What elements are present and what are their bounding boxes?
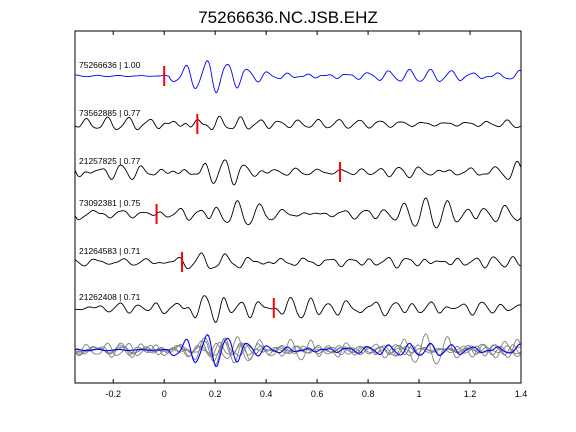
stack-reference-line: [74, 334, 521, 368]
trace-line: [74, 159, 521, 186]
x-tick-label: 1.4: [515, 389, 528, 399]
trace-label: 21262408 | 0.71: [79, 292, 141, 302]
stacked-traces: [74, 333, 521, 368]
x-tick-label: 0.6: [311, 389, 324, 399]
plot-frame: [74, 30, 522, 384]
trace-line: [74, 60, 521, 93]
x-tick-label: 0.2: [209, 389, 222, 399]
trace-label: 73562885 | 0.77: [79, 108, 141, 118]
trace-line: [74, 295, 521, 324]
trace-line: [74, 252, 521, 270]
trace-line: [74, 197, 521, 229]
trace-group: 75266636 | 1.00 73562885 | 0.77 21257825 |…: [74, 60, 521, 324]
chart-title: 75266636.NC.JSB.EHZ: [198, 8, 378, 27]
x-tick-label: 0: [162, 389, 167, 399]
x-tick-label: -0.2: [105, 389, 121, 399]
trace-label: 21257825 | 0.77: [79, 156, 141, 166]
x-tick-label: 1: [417, 389, 422, 399]
x-tick-label: 1.2: [464, 389, 477, 399]
trace-label: 75266636 | 1.00: [79, 60, 141, 70]
x-tick-label: 0.4: [260, 389, 273, 399]
x-axis: -0.2 0 0.2 0.4 0.6 0.8 1 1.2 1.4: [105, 31, 527, 399]
trace-line: [74, 115, 521, 131]
trace-label: 21264583 | 0.71: [79, 246, 141, 256]
x-tick-label: 0.8: [362, 389, 375, 399]
trace-label: 73092381 | 0.75: [79, 198, 141, 208]
